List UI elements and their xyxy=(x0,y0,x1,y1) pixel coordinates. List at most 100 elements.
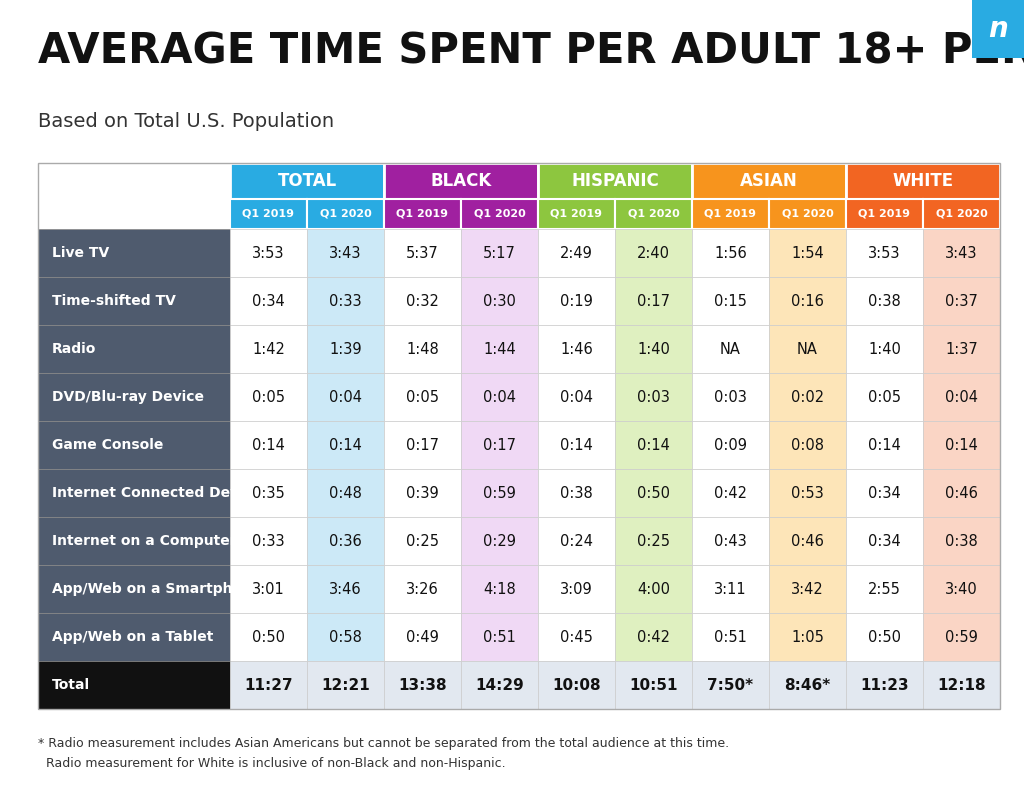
Text: TOTAL: TOTAL xyxy=(278,172,337,190)
FancyBboxPatch shape xyxy=(384,277,461,325)
FancyBboxPatch shape xyxy=(692,565,769,613)
Text: 0:25: 0:25 xyxy=(637,534,670,549)
FancyBboxPatch shape xyxy=(846,517,923,565)
Text: * Radio measurement includes Asian Americans but cannot be separated from the to: * Radio measurement includes Asian Ameri… xyxy=(38,737,729,750)
FancyBboxPatch shape xyxy=(769,421,846,469)
Text: 2:49: 2:49 xyxy=(560,245,593,260)
Text: HISPANIC: HISPANIC xyxy=(571,172,658,190)
Text: Internet Connected Device: Internet Connected Device xyxy=(52,486,261,500)
FancyBboxPatch shape xyxy=(230,199,307,229)
FancyBboxPatch shape xyxy=(538,661,615,709)
Text: Total: Total xyxy=(52,678,90,692)
Text: 0:16: 0:16 xyxy=(792,293,824,308)
Text: 0:50: 0:50 xyxy=(252,630,285,645)
Text: 1:44: 1:44 xyxy=(483,341,516,357)
FancyBboxPatch shape xyxy=(307,565,384,613)
Text: Q1 2019: Q1 2019 xyxy=(396,209,449,219)
FancyBboxPatch shape xyxy=(846,163,1000,199)
FancyBboxPatch shape xyxy=(384,517,461,565)
Text: 3:46: 3:46 xyxy=(329,582,361,597)
FancyBboxPatch shape xyxy=(615,229,692,277)
FancyBboxPatch shape xyxy=(307,373,384,421)
Text: 0:17: 0:17 xyxy=(483,438,516,453)
FancyBboxPatch shape xyxy=(230,163,384,199)
Text: Based on Total U.S. Population: Based on Total U.S. Population xyxy=(38,112,334,131)
FancyBboxPatch shape xyxy=(692,661,769,709)
Text: 0:32: 0:32 xyxy=(407,293,439,308)
FancyBboxPatch shape xyxy=(692,613,769,661)
Text: 3:43: 3:43 xyxy=(945,245,978,260)
FancyBboxPatch shape xyxy=(461,469,538,517)
Text: App/Web on a Tablet: App/Web on a Tablet xyxy=(52,630,213,644)
Text: 13:38: 13:38 xyxy=(398,678,446,692)
FancyBboxPatch shape xyxy=(923,373,1000,421)
FancyBboxPatch shape xyxy=(461,373,538,421)
FancyBboxPatch shape xyxy=(230,373,307,421)
Text: 1:40: 1:40 xyxy=(868,341,901,357)
FancyBboxPatch shape xyxy=(384,661,461,709)
FancyBboxPatch shape xyxy=(461,277,538,325)
FancyBboxPatch shape xyxy=(923,421,1000,469)
FancyBboxPatch shape xyxy=(38,517,230,565)
Text: Live TV: Live TV xyxy=(52,246,110,260)
FancyBboxPatch shape xyxy=(384,163,538,199)
Text: 0:08: 0:08 xyxy=(791,438,824,453)
Text: Radio: Radio xyxy=(52,342,96,356)
FancyBboxPatch shape xyxy=(846,373,923,421)
FancyBboxPatch shape xyxy=(230,661,307,709)
Text: Game Console: Game Console xyxy=(52,438,164,452)
Text: 1:46: 1:46 xyxy=(560,341,593,357)
FancyBboxPatch shape xyxy=(384,421,461,469)
Text: 3:42: 3:42 xyxy=(792,582,824,597)
FancyBboxPatch shape xyxy=(923,199,1000,229)
Text: 0:04: 0:04 xyxy=(945,390,978,405)
FancyBboxPatch shape xyxy=(538,469,615,517)
Text: 3:43: 3:43 xyxy=(330,245,361,260)
FancyBboxPatch shape xyxy=(692,517,769,565)
FancyBboxPatch shape xyxy=(615,373,692,421)
Text: 0:34: 0:34 xyxy=(868,534,901,549)
Text: 0:03: 0:03 xyxy=(637,390,670,405)
Text: BLACK: BLACK xyxy=(430,172,492,190)
FancyBboxPatch shape xyxy=(692,199,769,229)
Text: 0:30: 0:30 xyxy=(483,293,516,308)
Text: Q1 2020: Q1 2020 xyxy=(628,209,679,219)
FancyBboxPatch shape xyxy=(461,229,538,277)
FancyBboxPatch shape xyxy=(923,613,1000,661)
Text: 0:50: 0:50 xyxy=(637,486,670,501)
FancyBboxPatch shape xyxy=(38,661,230,709)
FancyBboxPatch shape xyxy=(538,565,615,613)
FancyBboxPatch shape xyxy=(769,517,846,565)
FancyBboxPatch shape xyxy=(692,277,769,325)
FancyBboxPatch shape xyxy=(846,469,923,517)
FancyBboxPatch shape xyxy=(769,199,846,229)
Text: 0:37: 0:37 xyxy=(945,293,978,308)
Text: 0:05: 0:05 xyxy=(406,390,439,405)
Text: 12:21: 12:21 xyxy=(322,678,370,692)
FancyBboxPatch shape xyxy=(846,421,923,469)
Text: 0:45: 0:45 xyxy=(560,630,593,645)
Text: 0:03: 0:03 xyxy=(714,390,746,405)
FancyBboxPatch shape xyxy=(692,469,769,517)
FancyBboxPatch shape xyxy=(538,613,615,661)
FancyBboxPatch shape xyxy=(846,661,923,709)
FancyBboxPatch shape xyxy=(230,421,307,469)
Text: 0:50: 0:50 xyxy=(868,630,901,645)
FancyBboxPatch shape xyxy=(307,229,384,277)
Text: 0:51: 0:51 xyxy=(483,630,516,645)
Text: NA: NA xyxy=(797,341,818,357)
Text: 0:25: 0:25 xyxy=(406,534,439,549)
Text: Q1 2019: Q1 2019 xyxy=(243,209,295,219)
FancyBboxPatch shape xyxy=(307,199,384,229)
Text: 2:55: 2:55 xyxy=(868,582,901,597)
FancyBboxPatch shape xyxy=(692,373,769,421)
FancyBboxPatch shape xyxy=(230,613,307,661)
Text: 0:51: 0:51 xyxy=(714,630,746,645)
Text: WHITE: WHITE xyxy=(893,172,953,190)
Text: Internet on a Computer: Internet on a Computer xyxy=(52,534,237,548)
FancyBboxPatch shape xyxy=(461,661,538,709)
Text: 0:05: 0:05 xyxy=(252,390,285,405)
FancyBboxPatch shape xyxy=(615,421,692,469)
FancyBboxPatch shape xyxy=(615,199,692,229)
Text: 5:37: 5:37 xyxy=(407,245,439,260)
